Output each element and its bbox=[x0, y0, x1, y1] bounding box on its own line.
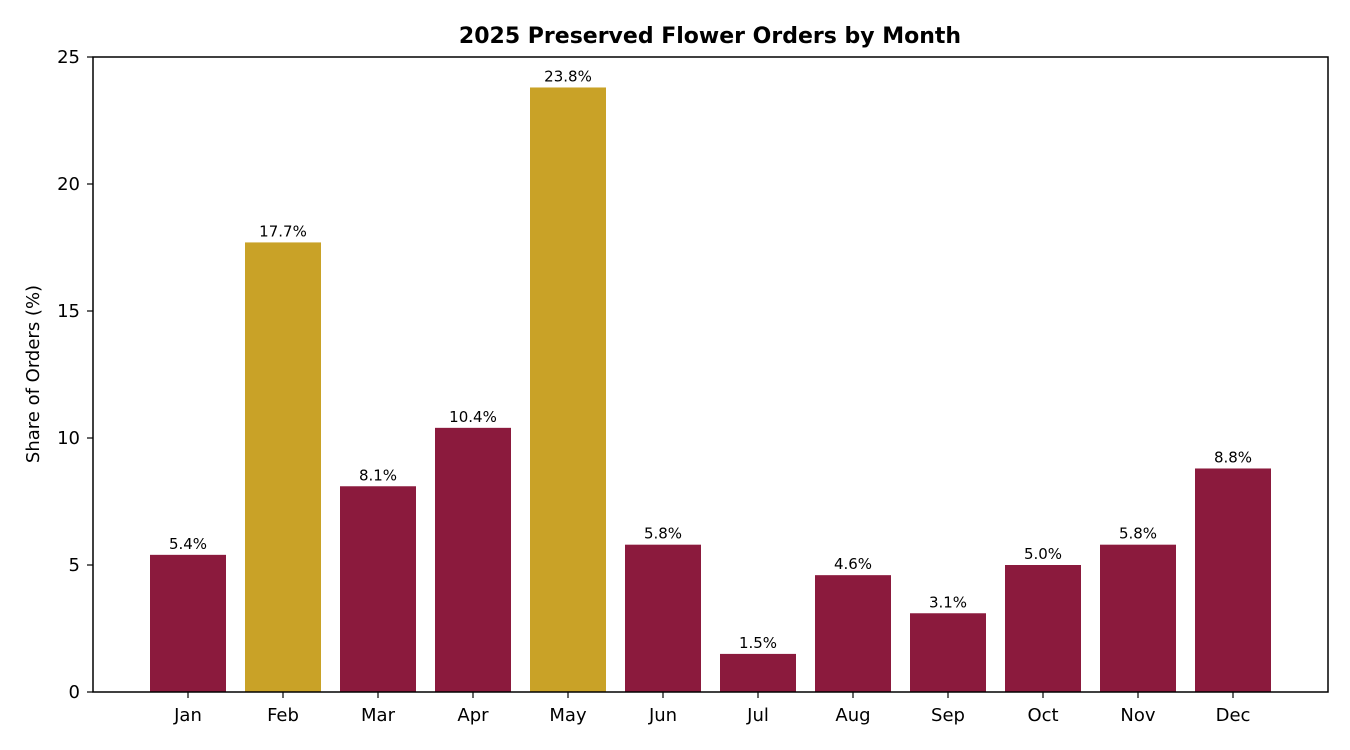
chart-title: 2025 Preserved Flower Orders by Month bbox=[459, 24, 961, 49]
bar-oct bbox=[1005, 565, 1081, 692]
bar-dec bbox=[1195, 468, 1271, 692]
x-tick-label-oct: Oct bbox=[1027, 705, 1058, 726]
data-label-mar: 8.1% bbox=[359, 466, 397, 484]
data-labels-group: 5.4% 17.7% 8.1% 10.4% 23.8% 5.8% 1.5% 4.6% 3.1% 5… bbox=[169, 67, 1252, 651]
y-axis-label: Share of Orders (%) bbox=[23, 285, 44, 463]
y-axis-ticks: 0 5 10 15 20 25 bbox=[57, 47, 93, 703]
bar-jun bbox=[625, 544, 701, 692]
data-label-jul: 1.5% bbox=[739, 634, 777, 652]
y-tick-label: 15 bbox=[57, 301, 80, 322]
data-label-oct: 5.0% bbox=[1024, 545, 1062, 563]
bar-may bbox=[530, 87, 606, 693]
x-tick-label-may: May bbox=[549, 705, 587, 726]
data-label-feb: 17.7% bbox=[259, 222, 307, 240]
data-label-may: 23.8% bbox=[544, 67, 592, 85]
x-tick-label-apr: Apr bbox=[457, 705, 489, 726]
bars-group bbox=[150, 87, 1271, 693]
y-tick-label: 0 bbox=[69, 682, 80, 703]
data-label-aug: 4.6% bbox=[834, 555, 872, 573]
x-tick-label-sep: Sep bbox=[931, 705, 965, 726]
x-tick-label-aug: Aug bbox=[835, 705, 870, 726]
x-tick-label-jul: Jul bbox=[746, 705, 769, 726]
x-axis-ticks: Jan Feb Mar Apr May Jun Jul Aug Sep Oct Nov Dec bbox=[173, 692, 1250, 726]
plot-frame bbox=[92, 56, 1329, 693]
x-tick-label-jan: Jan bbox=[173, 705, 202, 726]
y-tick-label: 20 bbox=[57, 174, 80, 195]
bar-jul bbox=[720, 653, 796, 692]
data-label-nov: 5.8% bbox=[1119, 525, 1157, 543]
bar-sep bbox=[910, 613, 986, 692]
bar-mar bbox=[340, 486, 416, 692]
bar-aug bbox=[815, 575, 891, 692]
bar-apr bbox=[435, 427, 511, 692]
y-tick-label: 5 bbox=[69, 555, 80, 576]
x-tick-label-nov: Nov bbox=[1120, 705, 1155, 726]
data-label-apr: 10.4% bbox=[449, 408, 497, 426]
data-label-dec: 8.8% bbox=[1214, 448, 1252, 466]
bar-jan bbox=[150, 554, 226, 692]
x-tick-label-mar: Mar bbox=[361, 705, 396, 726]
data-label-jun: 5.8% bbox=[644, 525, 682, 543]
bar-nov bbox=[1100, 544, 1176, 692]
x-tick-label-dec: Dec bbox=[1216, 705, 1251, 726]
y-tick-label: 10 bbox=[57, 428, 80, 449]
bar-feb bbox=[245, 242, 321, 693]
x-tick-label-feb: Feb bbox=[267, 705, 299, 726]
data-label-sep: 3.1% bbox=[929, 593, 967, 611]
y-tick-label: 25 bbox=[57, 47, 80, 68]
data-label-jan: 5.4% bbox=[169, 535, 207, 553]
x-tick-label-jun: Jun bbox=[648, 705, 677, 726]
